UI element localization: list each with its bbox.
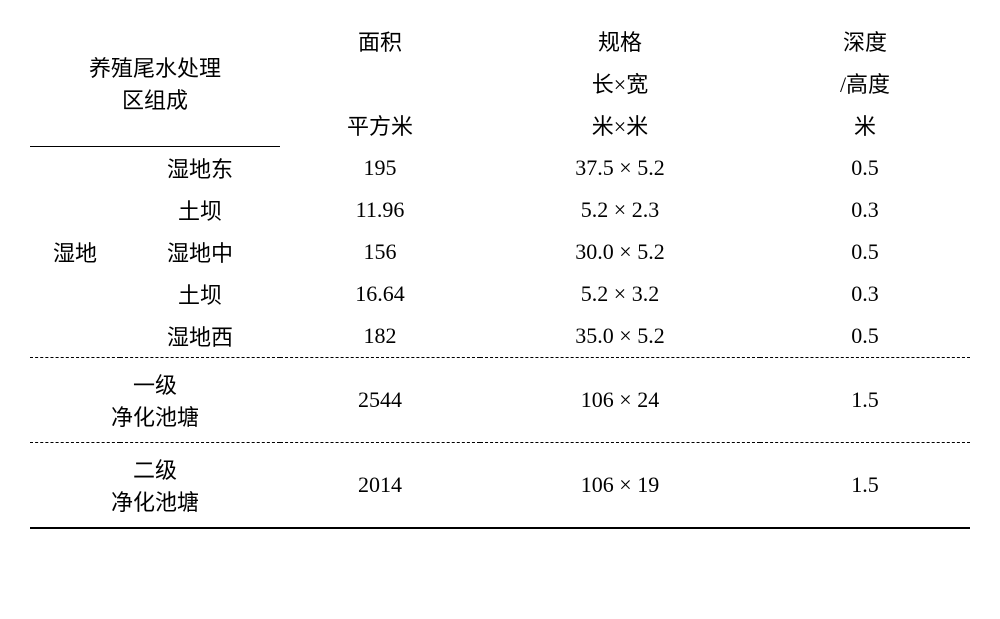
wetland-group-label: 湿地 <box>30 147 120 358</box>
pond2-name: 二级 净化池塘 <box>30 443 280 529</box>
pond2-depth: 1.5 <box>760 443 970 529</box>
pond2-name-l2: 净化池塘 <box>30 485 280 517</box>
row-depth: 0.5 <box>760 147 970 190</box>
pond1-name-l2: 净化池塘 <box>30 400 280 432</box>
header-area-blank <box>280 62 480 104</box>
pond2-name-l1: 二级 <box>30 453 280 485</box>
pond1-name: 一级 净化池塘 <box>30 358 280 443</box>
row-area: 195 <box>280 147 480 190</box>
header-spec-sub: 长×宽 <box>480 62 760 104</box>
row-area: 11.96 <box>280 189 480 231</box>
table-row: 湿地西 182 35.0 × 5.2 0.5 <box>30 315 970 358</box>
row-depth: 0.5 <box>760 231 970 273</box>
row-name: 土坝 <box>120 189 280 231</box>
header-composition: 养殖尾水处理 区组成 <box>30 20 280 146</box>
header-spec-unit: 米×米 <box>480 104 760 146</box>
pond1-spec: 106 × 24 <box>480 358 760 443</box>
row-area: 16.64 <box>280 273 480 315</box>
row-spec: 37.5 × 5.2 <box>480 147 760 190</box>
table-row: 湿地中 156 30.0 × 5.2 0.5 <box>30 231 970 273</box>
header-area-unit: 平方米 <box>280 104 480 146</box>
pond1-area: 2544 <box>280 358 480 443</box>
table-row: 二级 净化池塘 2014 106 × 19 1.5 <box>30 443 970 529</box>
pond1-name-l1: 一级 <box>30 368 280 400</box>
pond2-area: 2014 <box>280 443 480 529</box>
row-depth: 0.5 <box>760 315 970 358</box>
row-spec: 5.2 × 3.2 <box>480 273 760 315</box>
row-depth: 0.3 <box>760 189 970 231</box>
header-area-label: 面积 <box>280 20 480 62</box>
header-composition-l2: 区组成 <box>30 83 280 115</box>
row-spec: 30.0 × 5.2 <box>480 231 760 273</box>
tailwater-table: 养殖尾水处理 区组成 面积 规格 深度 长×宽 /高度 平方米 米×米 米 湿地… <box>30 20 970 529</box>
table-row: 一级 净化池塘 2544 106 × 24 1.5 <box>30 358 970 443</box>
row-area: 156 <box>280 231 480 273</box>
pond2-spec: 106 × 19 <box>480 443 760 529</box>
table-row: 土坝 16.64 5.2 × 3.2 0.3 <box>30 273 970 315</box>
row-depth: 0.3 <box>760 273 970 315</box>
row-spec: 5.2 × 2.3 <box>480 189 760 231</box>
header-depth-unit: 米 <box>760 104 970 146</box>
header-composition-l1: 养殖尾水处理 <box>30 51 280 83</box>
table-row: 湿地 湿地东 195 37.5 × 5.2 0.5 <box>30 147 970 190</box>
pond1-depth: 1.5 <box>760 358 970 443</box>
row-spec: 35.0 × 5.2 <box>480 315 760 358</box>
header-depth-label: 深度 <box>760 20 970 62</box>
table-row: 土坝 11.96 5.2 × 2.3 0.3 <box>30 189 970 231</box>
row-area: 182 <box>280 315 480 358</box>
row-name: 湿地中 <box>120 231 280 273</box>
row-name: 湿地西 <box>120 315 280 358</box>
row-name: 湿地东 <box>120 147 280 190</box>
header-spec-label: 规格 <box>480 20 760 62</box>
header-depth-sub: /高度 <box>760 62 970 104</box>
row-name: 土坝 <box>120 273 280 315</box>
